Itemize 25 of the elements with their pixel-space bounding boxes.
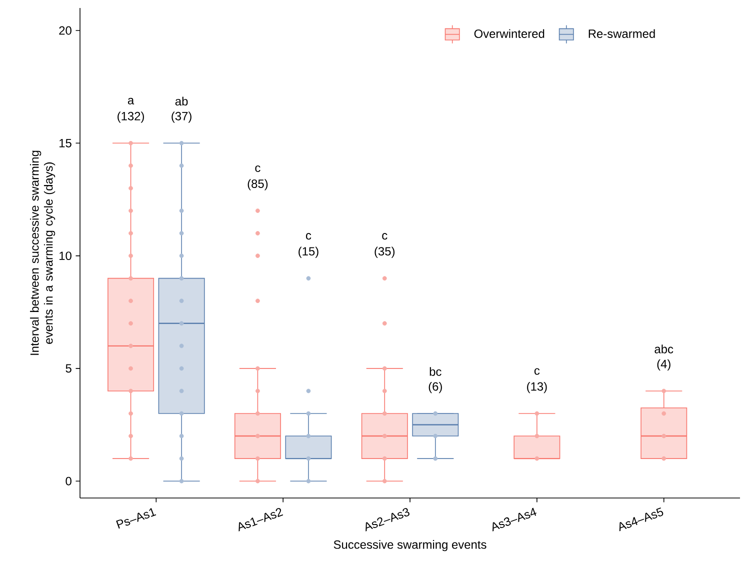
y-tick-label: 10: [60, 252, 72, 260]
annotation: a: [128, 98, 134, 104]
y-tick-label: 0: [66, 476, 72, 486]
annotation: (4): [657, 359, 670, 371]
y-tick-label: 5: [66, 364, 72, 373]
y-tick-label: 15: [60, 138, 72, 148]
annotation: c: [382, 233, 388, 240]
annotation: (6): [428, 382, 442, 394]
annotation: c: [534, 368, 540, 375]
annotation: (15): [298, 246, 318, 258]
y-axis-title: Interval between successive swarming events in a swarming cycle (days): [30, 150, 56, 355]
annotation: abc: [654, 344, 674, 354]
y-tick-label: 20: [59, 26, 72, 35]
annotation: c: [255, 165, 260, 172]
annotation: (85): [248, 179, 268, 190]
annotation: ab: [175, 96, 188, 106]
annotation: (37): [172, 112, 192, 123]
x-axis-title: Successive swarming events: [334, 540, 486, 552]
legend-label: Re-swarmed: [588, 29, 655, 38]
annotation: (35): [374, 246, 395, 258]
legend-label: Overwintered: [474, 29, 544, 38]
annotation: (13): [527, 382, 547, 394]
annotation: (132): [118, 112, 144, 123]
annotation: c: [306, 233, 312, 240]
annotation: bc: [430, 367, 442, 376]
